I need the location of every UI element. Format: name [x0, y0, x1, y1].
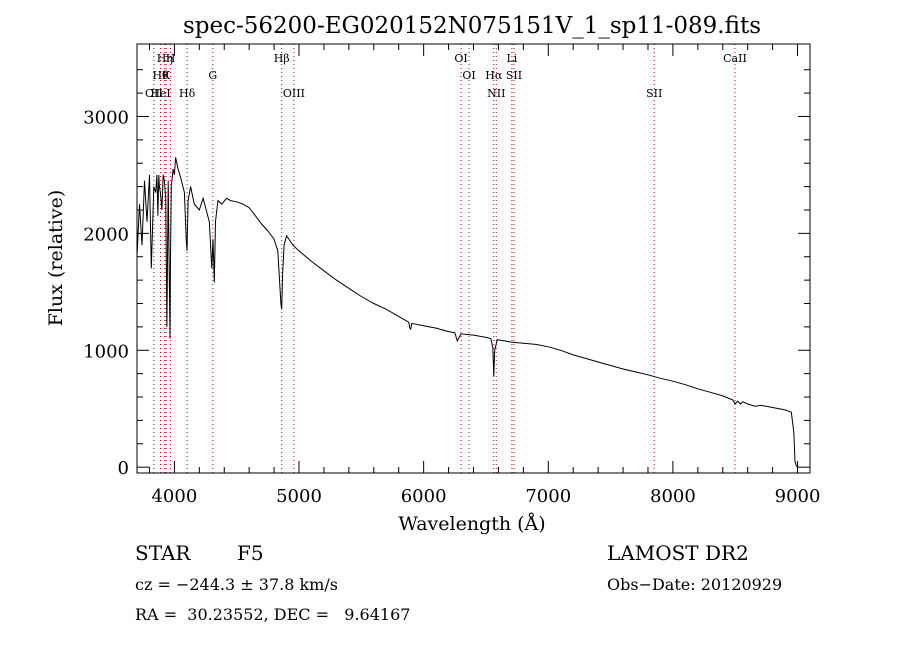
spectral-line-label: OI [454, 52, 467, 65]
x-tick-label: 8000 [650, 486, 696, 507]
spectrum-series-line [136, 157, 798, 468]
object-class: STAR [135, 541, 191, 565]
spectral-line-label: Hβ [274, 52, 290, 65]
y-tick-label: 2000 [83, 224, 129, 245]
spectral-line-label: NII [487, 87, 505, 100]
spectral-line-label: K [162, 69, 171, 82]
spectral-line-label: CaII [723, 52, 747, 65]
y-tick-label: 0 [118, 458, 129, 479]
redshift-cz: cz = −244.3 ± 37.8 km/s [135, 575, 338, 594]
spectral-line-label: Hθ [152, 69, 169, 82]
line-marks [153, 44, 736, 473]
line-mark-labels: OII Hθ HeI Hη KH Hδ G Hβ OIII OI OI Hα NII Li SII SII Ca… [145, 52, 747, 100]
x-tick-label: 6000 [401, 486, 447, 507]
survey-name: LAMOST DR2 [607, 541, 749, 565]
spectral-line-label: OII [145, 87, 163, 100]
spectral-line-label: Hα [485, 69, 503, 82]
x-tick-label: 5000 [276, 486, 322, 507]
observation-date: Obs−Date: 20120929 [607, 575, 782, 594]
y-tick-label: 3000 [83, 107, 129, 128]
spectral-line-label: Li [506, 52, 517, 65]
plot-frame [136, 43, 811, 474]
y-tick-label: 1000 [83, 341, 129, 362]
spectral-line-label: OI [462, 69, 475, 82]
x-axis-label: Wavelength (Å) [398, 513, 545, 535]
ra-dec-coordinates: RA = 30.23552, DEC = 9.64167 [135, 605, 410, 624]
x-tick-label: 7000 [525, 486, 571, 507]
spectral-line-label: HeI [150, 87, 170, 100]
spectral-line-label: SII [646, 87, 662, 100]
spectral-line-label: Hδ [179, 87, 196, 100]
y-axis: 0 1000 2000 3000 [83, 69, 810, 479]
spectral-line-label: H [166, 52, 176, 65]
y-axis-label: Flux (relative) [45, 190, 67, 327]
x-tick-label: 9000 [775, 486, 821, 507]
spectral-line-label: G [208, 69, 217, 82]
spectral-line-label: Hη [157, 52, 173, 65]
spectral-line-label: SII [506, 69, 522, 82]
object-subclass: F5 [237, 541, 264, 565]
x-tick-label: 4000 [151, 486, 197, 507]
x-axis: 4000 5000 6000 7000 8000 9000 [148, 44, 821, 507]
chart-title: spec-56200-EG020152N075151V_1_sp11-089.f… [183, 13, 761, 39]
spectral-line-label: OIII [283, 87, 305, 100]
